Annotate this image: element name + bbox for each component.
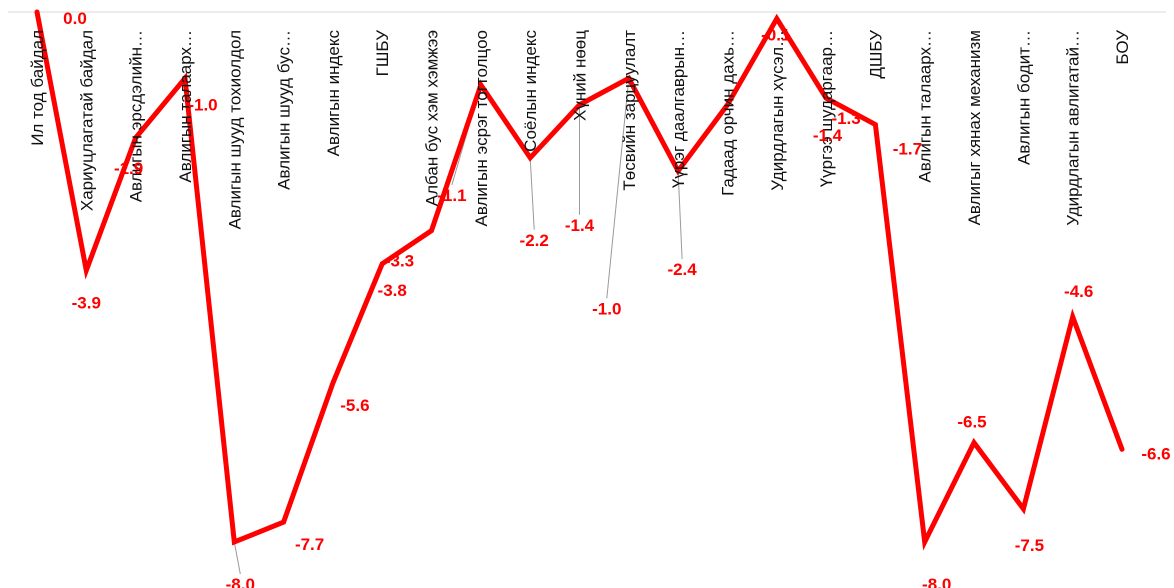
data-label: -1.3 <box>831 109 860 128</box>
data-label: 0.0 <box>63 9 87 28</box>
data-label: -6.5 <box>957 413 986 432</box>
data-label: -3.3 <box>385 252 414 271</box>
category-label: Хүний нөөц <box>571 30 590 121</box>
category-label: Авлигыг хянах механизм <box>965 30 984 225</box>
data-label: -0.1 <box>761 26 790 45</box>
data-label: -1.4 <box>565 216 595 235</box>
data-label: -8.0 <box>922 575 951 588</box>
category-label: Авлигын эсрэг тогтолцоо <box>472 30 491 226</box>
data-label: -1.9 <box>114 159 143 178</box>
category-label: Авлигын талаарх… <box>916 30 935 183</box>
series-line <box>34 9 1125 551</box>
data-label: -2.2 <box>520 231 549 250</box>
category-label: Үүргээ шударгаар… <box>817 30 836 187</box>
label-leader-line <box>233 541 241 575</box>
label-leader-line <box>606 78 630 299</box>
category-label: Гадаад орчин дахь… <box>719 30 738 196</box>
category-label: ГШБУ <box>373 30 392 77</box>
data-label: -1.4 <box>813 126 843 145</box>
category-label: Хариуцлагатай байдал <box>77 30 96 211</box>
data-label: -7.5 <box>1015 536 1044 555</box>
category-label: Удирдлагын хүсэл… <box>768 30 787 191</box>
data-label: -1.1 <box>437 186 466 205</box>
category-label: Авлигын талаарх… <box>176 30 195 183</box>
data-label: -1.0 <box>188 95 217 114</box>
category-label: БОУ <box>1113 30 1132 65</box>
category-labels: Ил тод байдал Хариуцлагатай байдал Авлигын… <box>28 30 1132 230</box>
data-label: -7.7 <box>295 535 324 554</box>
category-label: Албан бус хэм хэмжээ <box>423 30 442 206</box>
data-label: -5.6 <box>340 396 369 415</box>
data-label: -8.0 <box>226 575 255 588</box>
data-label: -4.6 <box>1064 282 1093 301</box>
data-label: -2.4 <box>667 260 697 279</box>
label-leader-line <box>677 170 683 260</box>
category-label: Соёлын индекс <box>521 30 540 152</box>
label-leader-line <box>529 157 535 230</box>
category-label: ДШБУ <box>866 30 885 79</box>
category-label: Ил тод байдал <box>28 30 47 146</box>
category-label: Үүрэг даалгаврын… <box>669 30 688 188</box>
category-label: Авлигын шууд тохиолдол <box>225 30 244 229</box>
data-label: -6.6 <box>1141 444 1170 463</box>
data-labels: 0.0 -3.9 -1.9 -1.0 -8.0 -7.7 -5.6 -3.8 -3.3 -1.1 -… <box>63 9 1170 588</box>
data-label: -3.9 <box>72 293 101 312</box>
data-label: -1.0 <box>592 299 621 318</box>
data-label: -3.8 <box>378 281 407 300</box>
category-label: Төсвийн зарцуулалт <box>620 30 639 191</box>
category-label: Удирдлагын авлигатай… <box>1064 30 1083 226</box>
category-label: Авлигын шууд бус… <box>275 30 294 190</box>
data-label: -1.7 <box>893 140 922 159</box>
category-label: Авлигын эрсдэлийн… <box>127 30 146 202</box>
category-label: Авлигын индекс <box>324 30 343 157</box>
category-label: Авлигын бодит… <box>1014 30 1033 165</box>
